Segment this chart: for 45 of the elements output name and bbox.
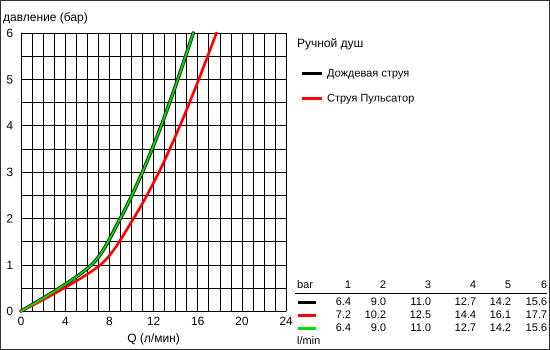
x-tick-label: 20 <box>235 314 249 328</box>
x-tick-label: 4 <box>62 314 69 328</box>
y-tick-label: 1 <box>6 258 14 272</box>
data-label: 12.5 <box>408 309 431 321</box>
x-tick-label: 12 <box>146 314 160 328</box>
x-tick-label: 0 <box>18 314 25 328</box>
category-label: 2 <box>380 279 386 291</box>
data-label: 14.2 <box>490 296 511 308</box>
category-label: 6 <box>540 279 547 291</box>
y-tick-label: 4 <box>6 118 14 133</box>
category-label: 1 <box>344 279 351 291</box>
data-label: 14.4 <box>454 309 476 321</box>
x-tick-label: 8 <box>106 314 113 328</box>
category-label: 5 <box>504 279 511 291</box>
x-tick-label: 24 <box>279 314 293 328</box>
x-axis-title: Q (л/мин) <box>127 331 180 345</box>
y-tick-label: 5 <box>6 72 14 86</box>
legend-label: Дождевая струя <box>327 68 410 80</box>
data-label: 6.4 <box>334 296 351 308</box>
text: bar <box>297 279 313 291</box>
text: l/min <box>297 335 320 347</box>
data-label: 15.6 <box>526 322 547 334</box>
legend-label: Струя Пульсатор <box>327 92 414 104</box>
legend-title: Ручной душ <box>297 36 364 50</box>
data-label: 15.6 <box>526 296 547 308</box>
data-label: 10.2 <box>364 309 386 321</box>
y-tick-label: 0 <box>6 304 14 318</box>
data-label: 12.7 <box>454 296 476 308</box>
y-tick-label: 3 <box>6 165 14 180</box>
data-label: 9.0 <box>370 296 386 308</box>
x-tick-label: 16 <box>190 314 205 328</box>
data-label: 17.7 <box>526 309 547 321</box>
data-label: 11.0 <box>409 322 431 334</box>
data-label: 6.4 <box>334 322 351 334</box>
data-label: 12.7 <box>454 322 476 334</box>
y-tick-label: 6 <box>6 26 14 40</box>
data-label: 16.1 <box>490 309 511 321</box>
category-label: 3 <box>424 279 431 291</box>
category-label: 4 <box>468 279 476 291</box>
data-label: 11.0 <box>409 296 431 308</box>
y-tick-label: 2 <box>6 211 14 226</box>
y-axis-title: давление (бар) <box>3 10 88 24</box>
data-label: 9.0 <box>370 322 386 334</box>
data-label: 14.2 <box>490 322 511 334</box>
data-label: 7.2 <box>334 309 351 321</box>
